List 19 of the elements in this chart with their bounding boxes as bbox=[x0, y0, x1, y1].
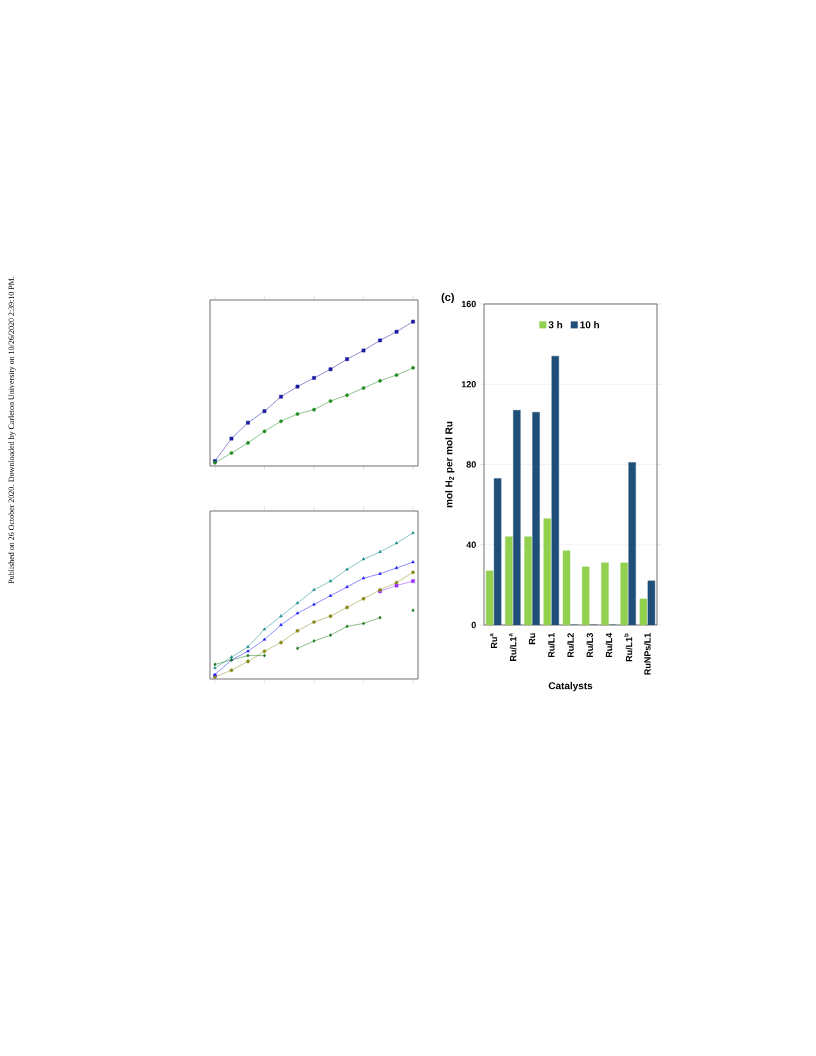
legend-label: 3 h bbox=[548, 321, 563, 329]
x-tick-label: Ru/L1$^{a}$ bbox=[509, 633, 517, 661]
x-tick-label: Ru/L1$^{b}$ bbox=[623, 633, 633, 662]
y-tick-label: 40 bbox=[466, 541, 476, 548]
x-tick-label: Ru bbox=[528, 633, 536, 645]
chart-title: (c) bbox=[441, 292, 454, 304]
x-tick-label: RuNPs/L1 bbox=[644, 633, 651, 675]
y-tick-label: 80 bbox=[466, 461, 476, 468]
x-tick-label: Ru/L2 bbox=[567, 633, 574, 658]
y-axis-title: mol H$_{2}$ per mol Ru bbox=[445, 421, 455, 508]
legend-label: 10 h bbox=[580, 321, 600, 329]
x-tick-label: Ru/L3 bbox=[586, 633, 594, 658]
x-tick-label: Ru$^{a}$ bbox=[490, 633, 498, 648]
y-tick-label: 160 bbox=[461, 300, 476, 308]
y-tick-label: 120 bbox=[461, 381, 476, 388]
x-tick-label: Ru/L4 bbox=[605, 632, 613, 658]
y-tick-label: 0 bbox=[471, 621, 476, 629]
x-tick-label: Ru/L1 bbox=[547, 633, 555, 658]
x-axis-title: Catalysts bbox=[548, 681, 593, 692]
